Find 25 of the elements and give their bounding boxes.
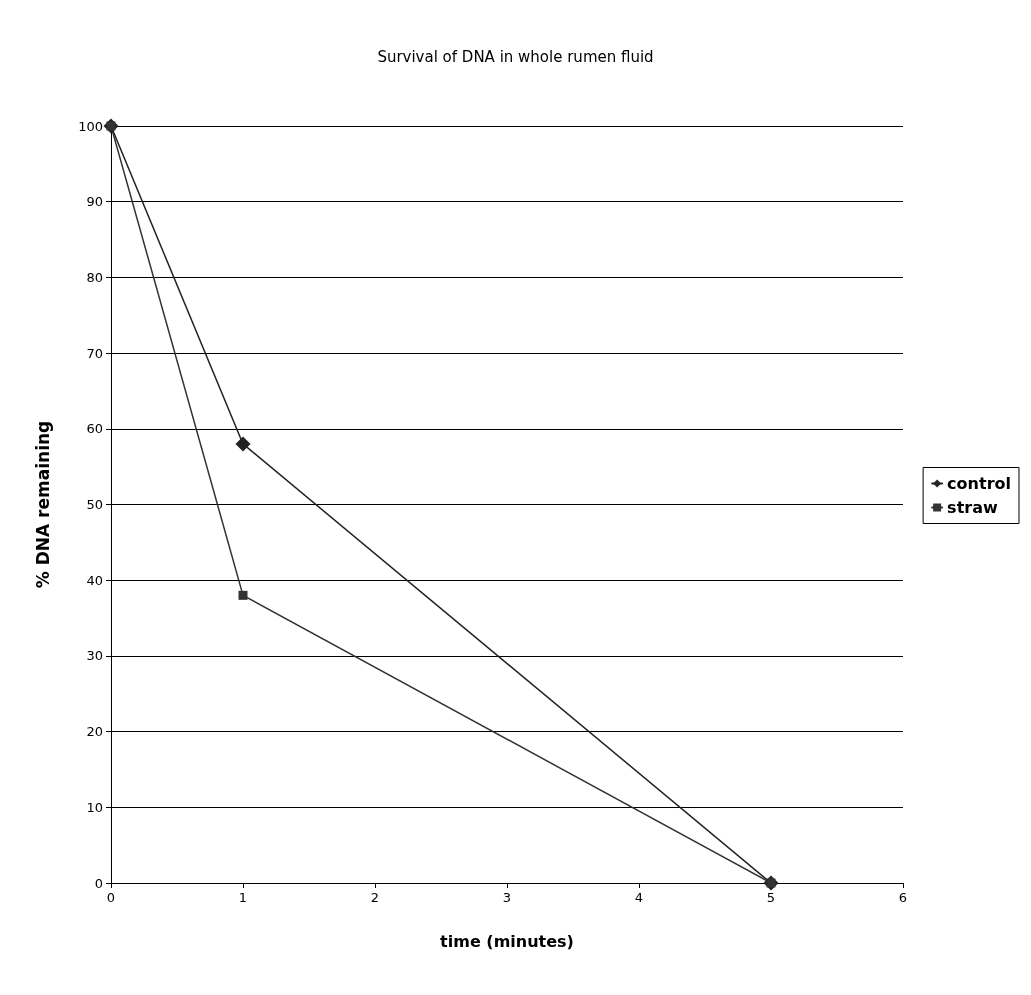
x-tick-label: 6 (898, 890, 908, 905)
y-axis-title: % DNA remaining (32, 420, 53, 589)
y-tick-label: 100 (78, 118, 103, 134)
y-tick-label: 40 (86, 572, 103, 588)
y-tick-label: 50 (86, 497, 103, 512)
y-tick-label: 80 (86, 269, 103, 285)
x-tick-label: 2 (370, 890, 380, 905)
y-tick-label: 90 (86, 194, 103, 210)
legend-label: straw (947, 498, 998, 517)
y-tick-label: 10 (86, 799, 103, 815)
chart-title: Survival of DNA in whole rumen fluid (377, 47, 654, 66)
y-tick-label: 20 (86, 724, 103, 740)
point (238, 590, 248, 600)
x-tick-label: 5 (766, 890, 776, 905)
legend-label: control (947, 474, 1012, 493)
y-tick-label: 70 (86, 345, 103, 361)
x-axis-title: time (minutes) (440, 931, 574, 951)
y-tick-label: 0 (94, 875, 103, 891)
x-tick-label: 4 (634, 890, 644, 905)
x-tick-label: 3 (502, 890, 512, 905)
y-tick-label: 60 (86, 421, 103, 437)
point (235, 436, 251, 452)
y-tick-label: 30 (86, 648, 103, 664)
x-tick-label: 1 (238, 890, 248, 905)
x-tick-label: 0 (106, 890, 116, 905)
